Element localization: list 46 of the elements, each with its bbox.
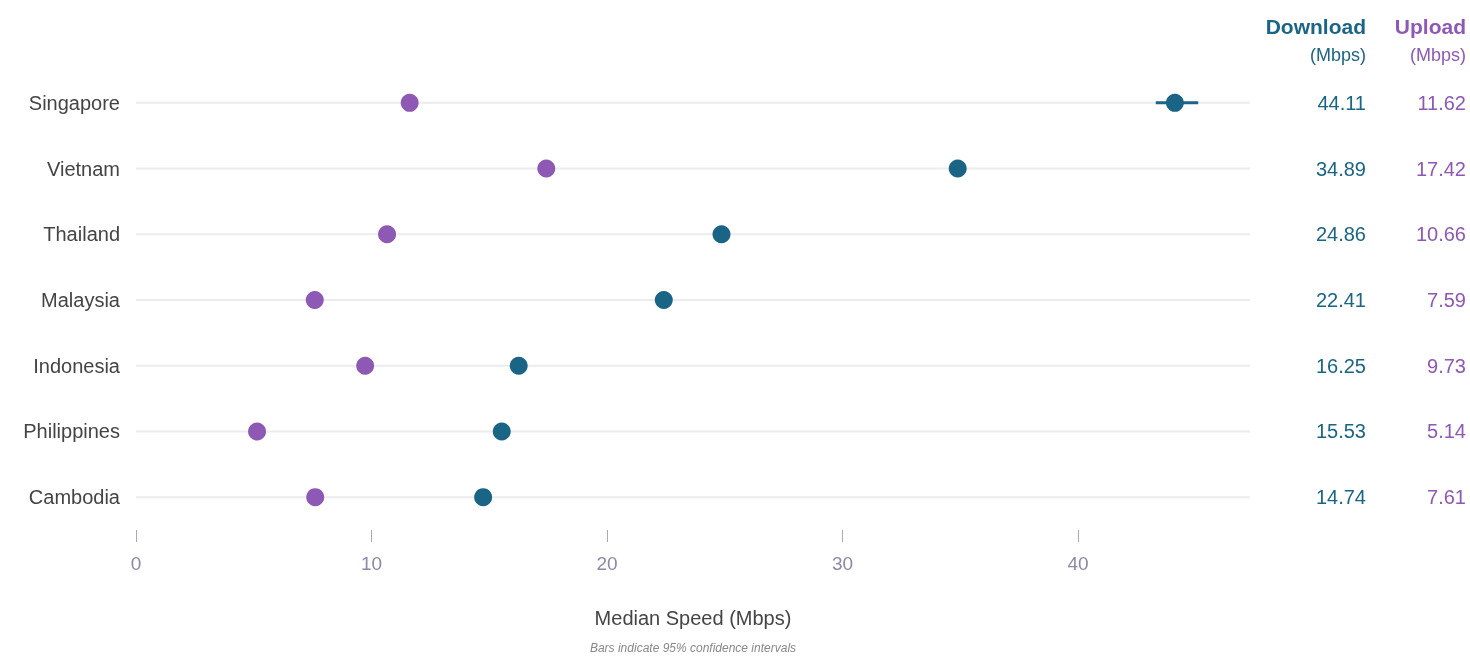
y-tick-label: Indonesia xyxy=(33,354,121,377)
point xyxy=(306,488,325,507)
point xyxy=(474,488,493,507)
text: Download xyxy=(1265,15,1366,38)
data-label: 17.42 xyxy=(1415,157,1466,180)
x-tick-label: 20 xyxy=(596,553,618,574)
point xyxy=(948,159,967,178)
y-tick-label: Thailand xyxy=(43,223,120,246)
data-label: 5.14 xyxy=(1427,420,1466,443)
text: Bars indicate 95% confidence intervals xyxy=(589,641,797,655)
point xyxy=(356,356,375,375)
text: Upload xyxy=(1394,15,1466,38)
y-tick-label: Cambodia xyxy=(28,486,121,509)
data-label: 7.61 xyxy=(1427,486,1466,509)
point xyxy=(305,291,324,309)
x-tick-label: 0 xyxy=(130,553,142,574)
x-tick-label: 10 xyxy=(360,553,383,574)
point xyxy=(654,291,673,309)
point xyxy=(248,422,267,441)
y-tick-label: Philippines xyxy=(23,420,120,443)
point xyxy=(400,93,419,112)
text: (Mbps) xyxy=(1309,45,1366,65)
data-label: 9.73 xyxy=(1427,354,1466,377)
data-label: 24.86 xyxy=(1315,223,1366,246)
data-label: 7.59 xyxy=(1427,289,1466,311)
data-label: 15.53 xyxy=(1315,420,1366,443)
y-tick-label: Vietnam xyxy=(46,157,120,180)
x-axis-title: Median Speed (Mbps) xyxy=(594,607,792,629)
point xyxy=(492,422,511,441)
data-label: 16.25 xyxy=(1315,354,1366,377)
data-label: 11.62 xyxy=(1417,91,1466,114)
y-tick-label: Malaysia xyxy=(41,289,121,311)
point xyxy=(1165,93,1184,112)
data-label: 14.74 xyxy=(1315,486,1366,509)
data-label: 34.89 xyxy=(1315,157,1366,180)
data-label: 44.11 xyxy=(1317,91,1366,114)
y-tick-label: Singapore xyxy=(28,91,120,114)
point xyxy=(712,225,731,244)
data-label: 10.66 xyxy=(1415,223,1466,246)
point xyxy=(537,159,556,178)
data-label: 22.41 xyxy=(1315,289,1366,311)
point xyxy=(509,356,528,375)
text: (Mbps) xyxy=(1409,45,1466,65)
x-tick-label: 30 xyxy=(831,553,854,574)
x-tick-label: 40 xyxy=(1067,553,1089,574)
point xyxy=(378,225,397,244)
